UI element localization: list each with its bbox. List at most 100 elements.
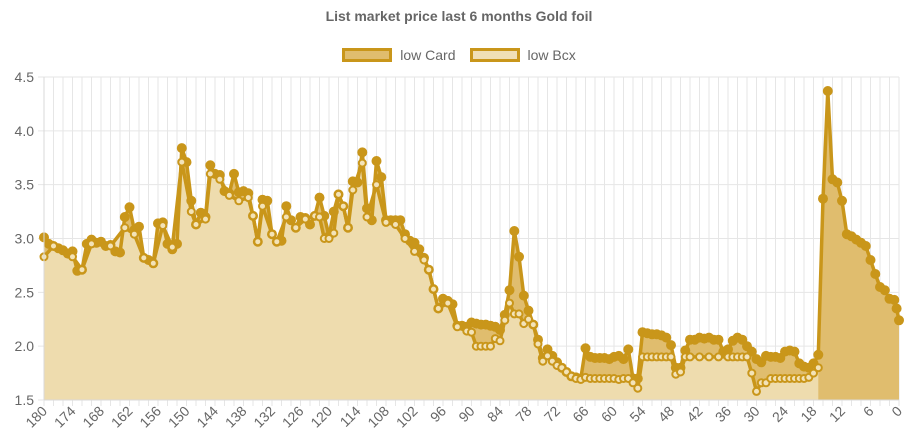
x-tick-label: 78 [512,403,534,425]
legend-item-low-card[interactable]: low Card [342,47,456,63]
data-point-low-bcx [685,352,695,362]
data-point-low-bcx [139,253,149,263]
data-point-low-card [865,255,876,265]
data-point-low-bcx [234,196,244,206]
data-point-low-card [789,346,800,357]
data-point-low-bcx [452,322,462,332]
data-point-low-card [713,334,724,345]
data-point-low-bcx [362,212,372,222]
data-point-low-bcx [243,193,253,203]
x-tick-label: 84 [484,403,506,425]
data-point-low-card [124,202,135,213]
chart-legend: low Card low Bcx [0,47,918,63]
data-point-low-card [891,303,902,314]
legend-swatch-low-bcx [469,48,520,62]
x-tick-label: 24 [769,403,791,425]
x-tick-label: 72 [541,403,563,425]
data-point-low-card [229,168,239,179]
x-tick-label: 114 [337,403,364,430]
data-point-low-bcx [77,265,87,275]
x-tick-label: 108 [364,403,392,431]
data-point-low-card [889,294,900,305]
data-point-low-card [504,285,515,296]
y-tick-label: 3.0 [15,231,35,247]
x-tick-label: 54 [626,403,648,425]
x-tick-label: 168 [79,403,107,431]
data-point-low-card [518,290,529,301]
data-point-low-bcx [429,284,438,294]
y-axis: 1.5 2.0 2.5 3.0 3.5 4.0 4.5 [15,69,45,408]
data-point-low-card [176,143,187,154]
data-point-low-bcx [291,223,301,233]
data-point-low-bcx [752,386,761,396]
data-point-low-card [870,269,881,279]
data-point-low-card [879,285,890,296]
data-point-low-card [580,343,591,354]
data-point-low-bcx [191,220,201,229]
data-point-low-bcx [348,185,358,195]
data-point-low-card [371,156,382,166]
x-tick-label: 36 [712,403,734,425]
x-tick-label: 174 [51,403,79,431]
data-point-low-card [281,201,292,212]
data-point-low-card [352,177,363,188]
x-tick-label: 102 [393,403,421,431]
x-tick-label: 0 [888,403,905,420]
data-point-low-card [134,221,144,232]
data-point-low-card [822,86,833,96]
data-point-low-bcx [281,212,291,222]
legend-swatch-low-card [342,48,393,62]
x-tick-label: 120 [307,403,335,431]
data-point-low-bcx [357,158,367,168]
x-tick-label: 12 [826,403,848,425]
y-tick-label: 4.5 [15,69,35,85]
data-point-low-bcx [747,368,757,378]
x-tick-label: 6 [860,403,877,420]
legend-item-low-bcx[interactable]: low Bcx [469,47,576,63]
data-point-low-bcx [253,237,263,247]
data-point-low-card [832,177,843,188]
data-point-low-bcx [628,378,638,388]
data-point-low-card [623,344,634,355]
data-point-low-bcx [300,214,310,224]
x-tick-label: 144 [193,403,221,431]
x-tick-label: 138 [222,403,250,431]
data-point-low-bcx [148,258,158,268]
data-point-low-bcx [324,234,334,243]
data-point-low-bcx [258,201,267,211]
data-point-low-bcx [633,383,643,393]
data-point-low-bcx [215,174,225,184]
data-point-low-card [509,226,520,236]
data-point-low-bcx [486,341,495,351]
data-point-low-card [813,349,824,360]
data-point-low-bcx [381,217,391,227]
x-tick-label: 96 [427,403,449,425]
data-point-low-card [115,247,125,258]
data-point-low-bcx [87,239,96,249]
data-point-low-bcx [329,228,339,238]
legend-label-low-bcx: low Bcx [527,47,576,63]
data-point-low-card [186,195,197,206]
data-point-low-bcx [201,214,210,224]
data-point-low-card [523,305,534,316]
data-point-low-bcx [315,212,324,222]
data-point-low-bcx [419,255,429,265]
data-point-low-card [376,172,387,183]
data-point-low-bcx [433,304,443,313]
y-tick-label: 2.5 [15,284,35,300]
data-point-low-bcx [272,237,282,247]
data-point-low-card [328,206,339,217]
data-point-low-bcx [714,352,723,362]
data-point-low-card [818,193,828,204]
data-point-low-bcx [704,352,714,362]
data-point-low-bcx [495,336,505,346]
data-point-low-bcx [424,265,434,275]
data-point-low-bcx [106,241,115,251]
data-point-low-bcx [158,221,168,231]
data-point-low-bcx [129,229,139,239]
y-tick-label: 1.5 [15,392,35,408]
data-point-low-bcx [500,315,510,325]
data-point-low-bcx [533,339,543,349]
data-point-low-bcx [543,351,552,361]
